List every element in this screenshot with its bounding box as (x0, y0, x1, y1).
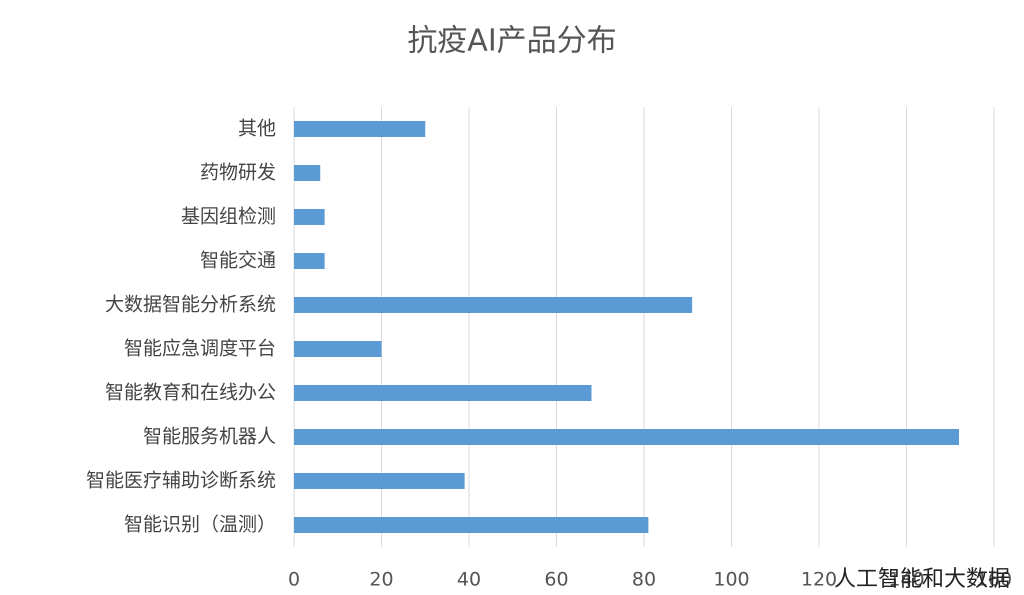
x-tick-label: 40 (457, 569, 481, 591)
bar (294, 253, 325, 269)
watermark: 人工智能和大数据 (834, 567, 1010, 592)
x-tick-label: 60 (544, 569, 568, 591)
y-tick-label: 智能教育和在线办公 (105, 382, 276, 404)
bar (294, 297, 693, 313)
x-tick-label: 20 (369, 569, 393, 591)
bar (294, 429, 959, 445)
y-tick-label: 智能医疗辅助诊断系统 (86, 470, 276, 492)
bar (294, 385, 592, 401)
bar (294, 341, 382, 357)
y-tick-label: 智能服务机器人 (143, 426, 276, 448)
y-tick-label: 智能交通 (200, 250, 276, 272)
x-tick-label: 0 (288, 569, 300, 591)
bar (294, 517, 649, 533)
y-tick-label: 药物研发 (200, 162, 276, 184)
x-tick-label: 120 (801, 569, 837, 591)
y-tick-label: 智能应急调度平台 (124, 338, 276, 360)
y-tick-label: 其他 (238, 118, 276, 140)
bar (294, 209, 325, 225)
x-tick-label: 100 (713, 569, 749, 591)
bar (294, 121, 426, 137)
x-tick-label: 140 (888, 569, 924, 591)
x-tick-label: 160 (976, 569, 1012, 591)
bar (294, 473, 465, 489)
x-tick-label: 80 (632, 569, 656, 591)
y-tick-label: 基因组检测 (181, 206, 276, 228)
y-tick-label: 智能识别（温测） (124, 514, 276, 536)
y-tick-label: 大数据智能分析系统 (105, 294, 276, 316)
chart-title: 抗疫AI产品分布 (407, 24, 616, 59)
bar (294, 165, 321, 181)
